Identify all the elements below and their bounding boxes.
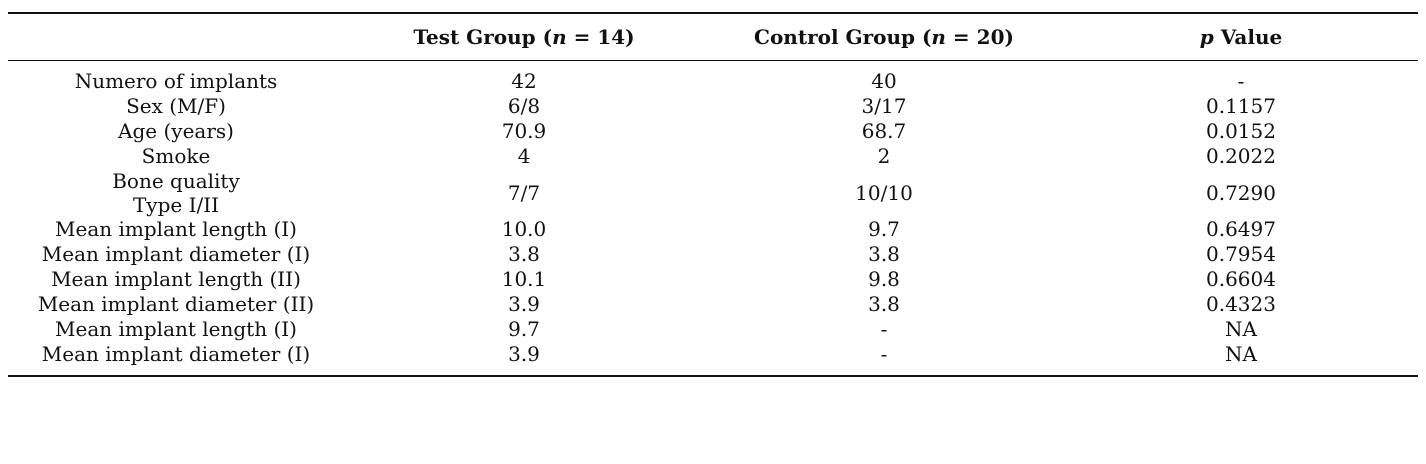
p-value: 0.6497 (1206, 217, 1276, 241)
test-value: 70.9 (501, 119, 547, 143)
control-value: - (880, 317, 888, 341)
control-value: 2 (877, 144, 891, 168)
row-label: Mean implant length (I) (55, 217, 297, 241)
header-control-group: Control Group (n = 20) (754, 25, 1014, 49)
row-label: Mean implant diameter (I) (41, 242, 311, 266)
row-label: Mean implant diameter (I) (41, 342, 311, 366)
header-empty (8, 13, 344, 61)
table-row: Mean implant length (I) 10.0 9.7 0.6497 (8, 217, 1418, 242)
p-value: 0.4323 (1206, 292, 1276, 316)
results-table: Test Group (n = 14) Control Group (n = 2… (8, 12, 1418, 377)
control-value: 3/17 (861, 94, 907, 118)
table-row: Mean implant diameter (I) 3.8 3.8 0.7954 (8, 242, 1418, 267)
p-value: 0.1157 (1206, 94, 1276, 118)
table-row: Mean implant diameter (I) 3.9 - NA (8, 342, 1418, 376)
table-row: Mean implant length (II) 10.1 9.8 0.6604 (8, 267, 1418, 292)
table-row: Smoke 4 2 0.2022 (8, 144, 1418, 169)
p-value: 0.2022 (1206, 144, 1276, 168)
row-label: Smoke (141, 144, 211, 168)
control-value: 40 (871, 69, 897, 93)
results-table-container: Test Group (n = 14) Control Group (n = 2… (8, 12, 1418, 377)
row-label: Mean implant length (I) (55, 317, 297, 341)
table-row: Mean implant diameter (II) 3.9 3.8 0.432… (8, 292, 1418, 317)
table-row: Numero of implants 42 40 - (8, 61, 1418, 95)
p-value: 0.7290 (1206, 180, 1276, 205)
p-value: - (1237, 69, 1245, 93)
row-label: Sex (M/F) (126, 94, 226, 118)
test-value: 7/7 (507, 180, 541, 205)
control-value: 9.7 (868, 217, 900, 241)
header-test-group: Test Group (n = 14) (413, 25, 635, 49)
test-value: 10.1 (501, 267, 547, 291)
test-value: 6/8 (507, 94, 541, 118)
test-value: 10.0 (501, 217, 547, 241)
p-value: 0.0152 (1206, 119, 1276, 143)
row-label: Mean implant length (II) (51, 267, 301, 291)
test-value: 3.8 (508, 242, 540, 266)
row-label: Mean implant diameter (II) (37, 292, 315, 316)
row-label: Numero of implants (74, 69, 278, 93)
row-label-line1: Bone quality (112, 169, 240, 193)
table-row: Sex (M/F) 6/8 3/17 0.1157 (8, 94, 1418, 119)
row-label-line2: Type I/II (132, 193, 220, 217)
p-value: NA (1225, 317, 1257, 341)
table-row: Age (years) 70.9 68.7 0.0152 (8, 119, 1418, 144)
test-value: 3.9 (508, 292, 540, 316)
test-value: 4 (517, 144, 531, 168)
control-value: 10/10 (855, 180, 913, 205)
test-value: 3.9 (508, 342, 540, 366)
row-label: Age (years) (118, 119, 234, 143)
test-value: 9.7 (508, 317, 540, 341)
control-value: 3.8 (868, 242, 900, 266)
p-value: NA (1225, 342, 1257, 366)
table-row: Mean implant length (I) 9.7 - NA (8, 317, 1418, 342)
control-value: 3.8 (868, 292, 900, 316)
control-value: - (880, 342, 888, 366)
test-value: 42 (511, 69, 537, 93)
header-row: Test Group (n = 14) Control Group (n = 2… (8, 13, 1418, 61)
row-label: Bone quality Type I/II (8, 169, 344, 217)
header-p-value: p Value (1199, 25, 1283, 49)
p-value: 0.7954 (1206, 242, 1276, 266)
p-value: 0.6604 (1206, 267, 1276, 291)
control-value: 9.8 (868, 267, 900, 291)
table-row: Bone quality Type I/II 7/7 10/10 0.7290 (8, 169, 1418, 217)
control-value: 68.7 (861, 119, 907, 143)
